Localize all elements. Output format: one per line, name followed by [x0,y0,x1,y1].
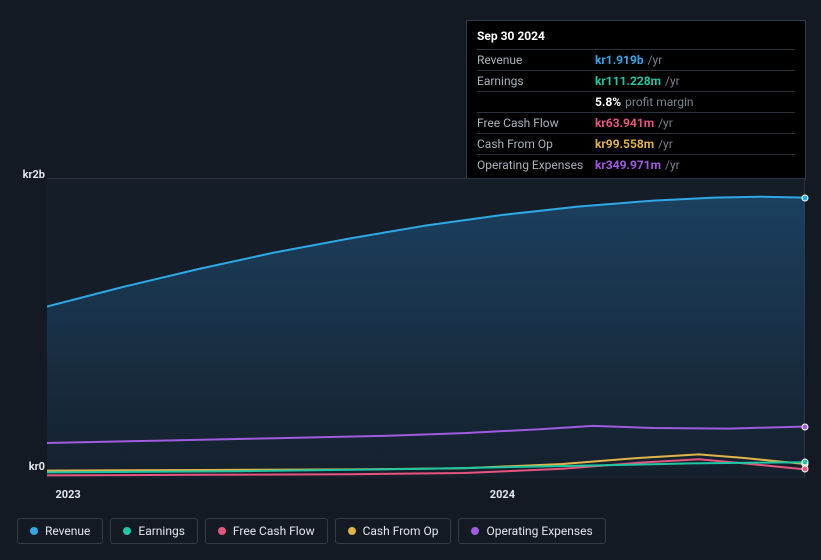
chart-plot-area[interactable] [47,178,805,478]
legend-dot-icon [471,527,479,535]
tooltip-row: Free Cash Flowkr63.941m/yr [477,112,795,133]
legend-item-cash-from-op[interactable]: Cash From Op [335,518,452,544]
legend-item-earnings[interactable]: Earnings [110,518,198,544]
series-end-marker [802,459,809,466]
tooltip-sub-value: 5.8% [595,95,621,109]
legend-dot-icon [348,527,356,535]
tooltip-row-label: Revenue [477,53,595,67]
series-end-marker [802,466,809,473]
y-axis-label-bottom: kr0 [5,460,45,473]
x-axis-label: 2023 [55,488,80,501]
legend-item-label: Operating Expenses [486,524,592,538]
legend-dot-icon [123,527,131,535]
legend-item-label: Cash From Op [363,524,439,538]
tooltip-row: Earningskr111.228m/yr [477,70,795,91]
legend-dot-icon [218,527,226,535]
chart-legend: Revenue Earnings Free Cash Flow Cash From O… [17,518,606,544]
tooltip-row: Cash From Opkr99.558m/yr [477,133,795,154]
tooltip-row-value: kr1.919b [595,53,644,67]
legend-item-label: Free Cash Flow [233,524,315,538]
tooltip-row-label: Free Cash Flow [477,116,595,130]
legend-item-label: Earnings [138,524,185,538]
tooltip-row-unit: /yr [658,137,673,151]
legend-dot-icon [30,527,38,535]
tooltip-row-value: kr111.228m [595,74,661,88]
tooltip-row-label: Earnings [477,74,595,88]
tooltip-row-label: Cash From Op [477,137,595,151]
tooltip-row-value: kr99.558m [595,137,654,151]
tooltip-date: Sep 30 2024 [477,27,795,49]
chart-tooltip: Sep 30 2024 Revenuekr1.919b/yrEarningskr… [466,20,806,180]
legend-item-free-cash-flow[interactable]: Free Cash Flow [205,518,328,544]
tooltip-row: Revenuekr1.919b/yr [477,49,795,70]
tooltip-subrow: 5.8% profit margin [477,91,795,112]
x-axis-label: 2024 [490,488,515,501]
series-end-marker [802,194,809,201]
tooltip-row-unit: /yr [658,116,673,130]
legend-item-label: Revenue [45,524,90,538]
tooltip-sub-label: profit margin [625,95,693,109]
legend-item-operating-expenses[interactable]: Operating Expenses [458,518,605,544]
y-axis-label-top: kr2b [5,168,45,181]
tooltip-row-unit: /yr [648,53,663,67]
series-end-marker [802,423,809,430]
tooltip-row-unit: /yr [665,74,680,88]
tooltip-row-value: kr63.941m [595,116,654,130]
financials-chart[interactable]: kr2b kr0 20232024 [17,160,807,480]
legend-item-revenue[interactable]: Revenue [17,518,103,544]
